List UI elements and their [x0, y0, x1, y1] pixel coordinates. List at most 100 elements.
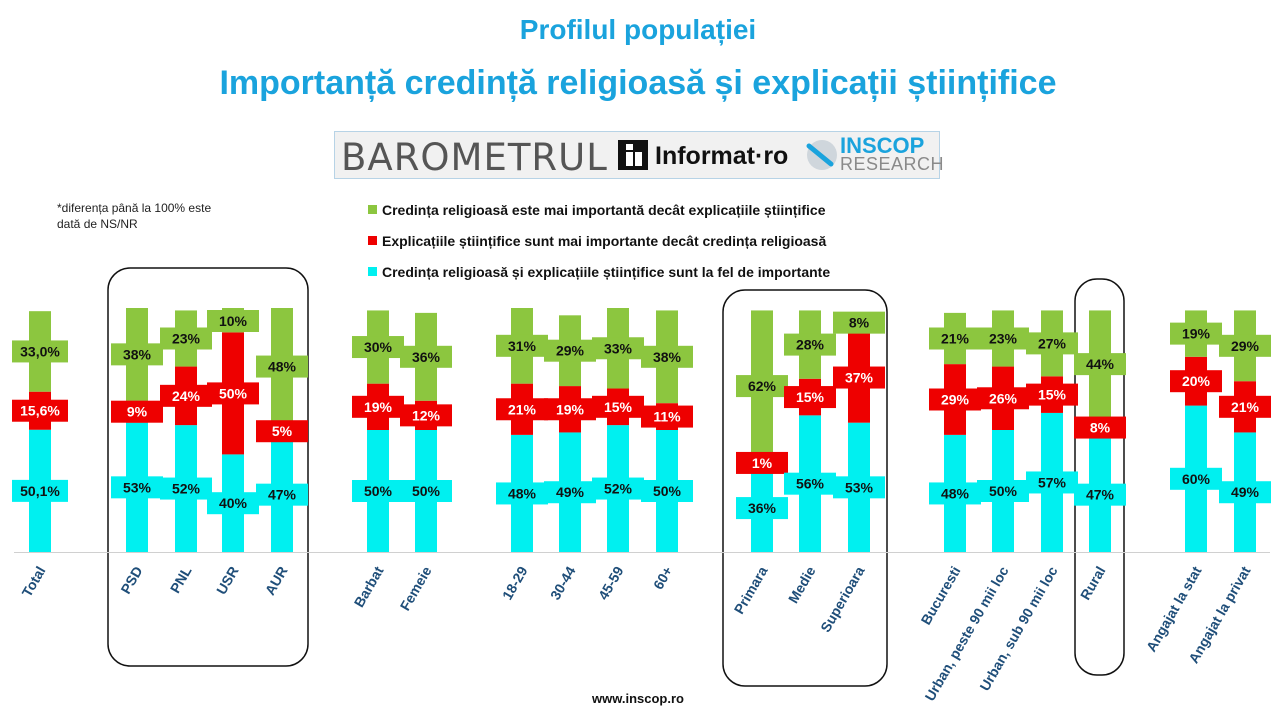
data-label-equal-5: 50%: [364, 483, 393, 499]
label-bg-equal-1: [111, 476, 163, 499]
data-label-religion-0: 33,0%: [20, 343, 60, 359]
category-label-17: Rural: [1077, 564, 1109, 603]
label-bg-equal-13: [833, 476, 885, 499]
label-bg-equal-5: [352, 480, 404, 502]
barometrul-logo: BAROMETRUL: [341, 136, 608, 179]
data-label-religion-10: 38%: [653, 349, 682, 365]
label-bg-religion-15: [977, 327, 1029, 350]
data-label-science-1: 9%: [127, 404, 148, 420]
data-label-equal-6: 50%: [412, 483, 441, 499]
data-label-religion-1: 38%: [123, 346, 152, 362]
data-label-religion-9: 33%: [604, 340, 633, 356]
data-label-science-0: 15,6%: [20, 403, 60, 419]
data-label-science-10: 11%: [653, 409, 681, 425]
category-label-12: Medie: [785, 563, 819, 606]
label-bg-science-10: [641, 405, 693, 428]
legend-label-religion: Credința religioasă este mai importantă …: [382, 202, 826, 218]
label-bg-religion-4: [256, 355, 308, 378]
data-label-equal-10: 50%: [653, 483, 682, 499]
data-label-science-8: 19%: [556, 401, 585, 417]
label-bg-science-17: [1074, 416, 1126, 439]
legend-swatch-science: [368, 236, 377, 245]
category-label-5: Barbat: [351, 563, 387, 610]
label-bg-equal-7: [496, 482, 548, 505]
data-label-religion-6: 36%: [412, 349, 441, 365]
label-bg-equal-14: [929, 482, 981, 505]
data-label-equal-7: 48%: [508, 485, 537, 501]
label-bg-equal-9: [592, 477, 644, 500]
label-bg-science-11: [736, 451, 788, 474]
category-label-0: Total: [19, 564, 49, 600]
label-bg-religion-10: [641, 345, 693, 368]
label-bg-equal-16: [1026, 471, 1078, 494]
category-label-2: PNL: [167, 563, 195, 596]
category-label-8: 30-44: [547, 563, 579, 602]
legend-label-science: Explicațiile științifice sunt mai import…: [382, 233, 827, 249]
data-label-religion-7: 31%: [508, 338, 537, 354]
data-label-science-17: 8%: [1090, 420, 1111, 436]
data-label-equal-2: 52%: [172, 481, 201, 497]
group-box-education: [722, 289, 888, 687]
data-label-equal-16: 57%: [1038, 474, 1067, 490]
data-label-religion-5: 30%: [364, 339, 393, 355]
label-bg-religion-14: [929, 327, 981, 350]
label-bg-science-6: [400, 404, 452, 427]
data-label-science-4: 5%: [272, 423, 293, 439]
label-bg-science-9: [592, 395, 644, 418]
data-label-equal-12: 56%: [796, 476, 825, 492]
data-label-religion-4: 48%: [268, 359, 297, 375]
category-label-14: Bucuresti: [917, 564, 963, 628]
label-bg-equal-3: [207, 492, 259, 515]
label-bg-religion-1: [111, 343, 163, 366]
data-label-equal-13: 53%: [845, 479, 874, 495]
label-bg-science-14: [929, 388, 981, 411]
label-bg-equal-2: [160, 477, 212, 500]
page-title: Profilul populației: [519, 14, 757, 45]
label-bg-religion-17: [1074, 353, 1126, 376]
data-label-science-15: 26%: [989, 390, 1018, 406]
legend-swatch-equal: [368, 267, 377, 276]
label-bg-equal-0: [12, 479, 68, 502]
data-label-equal-18: 60%: [1182, 471, 1211, 487]
label-bg-equal-17: [1074, 483, 1126, 506]
data-label-science-3: 50%: [219, 385, 248, 401]
data-label-equal-17: 47%: [1086, 487, 1115, 503]
data-label-equal-19: 49%: [1231, 484, 1260, 500]
data-label-science-11: 1%: [752, 455, 773, 471]
data-label-science-2: 24%: [172, 388, 201, 404]
group-box-parties: [107, 267, 309, 667]
category-label-10: 60+: [650, 564, 676, 593]
data-label-religion-15: 23%: [989, 331, 1018, 347]
label-bg-science-2: [160, 384, 212, 407]
data-label-science-19: 21%: [1231, 399, 1260, 415]
label-bg-equal-11: [736, 497, 788, 520]
data-label-religion-18: 19%: [1182, 326, 1211, 342]
label-bg-science-18: [1170, 370, 1222, 393]
label-bg-equal-10: [641, 480, 693, 502]
label-bg-religion-13: [833, 311, 885, 334]
data-label-equal-11: 36%: [748, 500, 777, 516]
data-label-religion-3: 10%: [219, 313, 248, 329]
label-bg-science-13: [833, 366, 885, 389]
category-label-11: Primara: [731, 563, 771, 616]
label-bg-equal-8: [544, 481, 596, 504]
data-label-religion-2: 23%: [172, 331, 201, 347]
inscop-logo: INSCOP: [840, 133, 925, 158]
label-bg-equal-4: [256, 483, 308, 506]
label-bg-science-5: [352, 395, 404, 418]
data-label-equal-15: 50%: [989, 483, 1018, 499]
label-bg-equal-15: [977, 480, 1029, 502]
label-bg-religion-16: [1026, 332, 1078, 355]
label-bg-science-16: [1026, 383, 1078, 406]
label-bg-religion-5: [352, 336, 404, 359]
label-bg-religion-9: [592, 337, 644, 360]
data-label-religion-16: 27%: [1038, 335, 1067, 351]
category-label-7: 18-29: [499, 563, 531, 602]
inscop-research-logo: RESEARCH: [840, 154, 945, 174]
label-bg-science-4: [256, 420, 308, 443]
label-bg-religion-18: [1170, 322, 1222, 345]
legend-label-equal: Credința religioasă și explicațiile știi…: [382, 264, 831, 280]
page-subtitle: Importanță credință religioasă și explic…: [219, 64, 1057, 102]
label-bg-religion-12: [784, 333, 836, 356]
category-label-1: PSD: [117, 564, 145, 597]
